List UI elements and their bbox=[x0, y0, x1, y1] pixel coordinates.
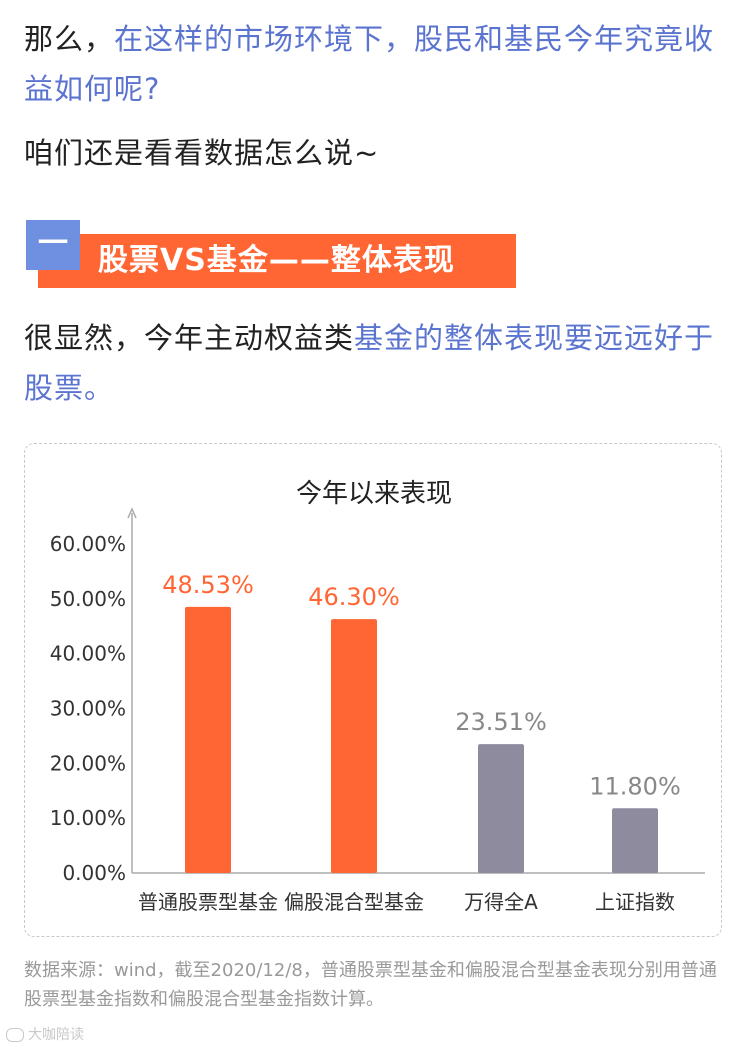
x-category-label: 上证指数 bbox=[595, 890, 675, 914]
source-note: 数据来源：wind，截至2020/12/8，普通股票型基金和偏股混合型基金表现分… bbox=[24, 960, 717, 1010]
bar bbox=[478, 744, 524, 873]
bar bbox=[331, 619, 377, 873]
bar-chart: 今年以来表现 0.00% 10.00% 20.00% 30.00% 40.00% 50.0… bbox=[50, 479, 705, 914]
section-heading: 一 股票VS基金——整体表现 bbox=[26, 220, 526, 295]
y-tick-label: 30.00% bbox=[50, 697, 126, 721]
intro-plain-text: 那么， bbox=[24, 22, 115, 56]
section-title: 股票VS基金——整体表现 bbox=[98, 243, 455, 278]
x-category-label: 普通股票型基金 bbox=[138, 890, 278, 914]
bar-value-label: 46.30% bbox=[308, 583, 400, 611]
summary-highlight-text: 基金的整体表现要远远好于股票。 bbox=[24, 321, 715, 405]
y-axis: 0.00% 10.00% 20.00% 30.00% 40.00% 50.00% 60.00… bbox=[50, 507, 137, 885]
bars: 48.53% 46.30% 23.51% 11.80% bbox=[162, 571, 681, 873]
y-tick-label: 10.00% bbox=[50, 806, 126, 830]
y-axis-arrow-icon bbox=[127, 507, 137, 519]
summary-plain-text: 很显然，今年主动权益类 bbox=[24, 321, 355, 355]
watermark: 大咖陪读 bbox=[6, 1024, 84, 1044]
section-number-badge: 一 bbox=[26, 220, 80, 270]
x-category-label: 偏股混合型基金 bbox=[284, 890, 424, 914]
watermark-logo-icon bbox=[6, 1028, 24, 1042]
chart-title: 今年以来表现 bbox=[296, 479, 452, 509]
intro-paragraph: 那么，在这样的市场环境下，股民和基民今年究竟收益如何呢? bbox=[24, 14, 730, 114]
y-tick-label: 20.00% bbox=[50, 751, 126, 775]
watermark-text: 大咖陪读 bbox=[28, 1027, 84, 1043]
bar-value-label: 48.53% bbox=[162, 571, 254, 599]
summary-paragraph: 很显然，今年主动权益类基金的整体表现要远远好于股票。 bbox=[24, 313, 730, 413]
bar-value-label: 11.80% bbox=[589, 772, 681, 800]
y-tick-label: 40.00% bbox=[50, 642, 126, 666]
y-tick-label: 50.00% bbox=[50, 587, 126, 611]
bar bbox=[185, 606, 231, 873]
intro-line-2: 咱们还是看看数据怎么说~ bbox=[24, 136, 380, 170]
x-category-label: 万得全A bbox=[464, 890, 538, 914]
y-tick-label: 60.00% bbox=[50, 532, 126, 556]
section-title-bar bbox=[38, 234, 516, 288]
intro-highlight-text: 在这样的市场环境下，股民和基民今年究竟收益如何呢? bbox=[24, 22, 715, 106]
chart-card: 今年以来表现 0.00% 10.00% 20.00% 30.00% 40.00% 50.0… bbox=[24, 443, 722, 937]
x-axis: 普通股票型基金 偏股混合型基金 万得全A 上证指数 bbox=[132, 872, 705, 914]
bar-value-label: 23.51% bbox=[455, 708, 547, 736]
y-tick-label: 0.00% bbox=[62, 861, 126, 885]
bar bbox=[612, 808, 658, 873]
